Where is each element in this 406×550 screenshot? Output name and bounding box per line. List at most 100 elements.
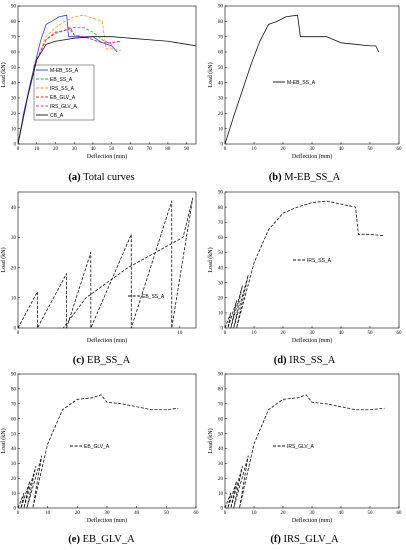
panel-b-legend-label: M-EB_SS_A	[287, 80, 316, 86]
panel-b-y-tick-label: 70	[218, 35, 224, 40]
panel-a-x-tick-label: 0	[17, 147, 20, 152]
panel-d-legend: IRS_SS_A	[293, 258, 332, 264]
panel-a-plot-frame	[17, 5, 197, 145]
panel-a-legend-label: EB_GLV_A	[50, 95, 76, 101]
panel-b-y-tick-label: 60	[218, 51, 224, 56]
panel-a-legend-label: IRS_SS_A	[50, 86, 75, 92]
panel-d-legend-label: IRS_SS_A	[307, 258, 332, 264]
panel-e-x-tick-label: 0	[17, 511, 20, 516]
panel-e-y-tick-label: 40	[11, 447, 17, 452]
panel-e-y-tick-label: 80	[11, 388, 17, 393]
panel-b-plot-frame	[224, 5, 400, 145]
panel-f-legend: IRS_GLV_A	[273, 444, 315, 450]
panel-c-x-tick-label: 10	[177, 331, 183, 336]
panel-d-x-tick-label: 60	[397, 331, 403, 336]
panel-b-x-tick-label: 10	[252, 147, 258, 152]
panel-a-legend-label: CB_A	[50, 113, 64, 119]
panel-c-y-tick-label: 10	[11, 296, 17, 301]
panel-f-x-tick-label: 20	[281, 511, 287, 516]
panel-a-y-tick-label: 50	[11, 66, 17, 71]
panel-b-y-tick-label: 90	[218, 5, 224, 10]
panel-a-chart: 0 10 20 30 40 50 60 70 80 90 0 10 20 30 40 50 60 70 80 90 De…	[0, 5, 197, 160]
panel-f-y-tick-label: 0	[221, 507, 224, 512]
panel-f-x-tick-label: 60	[397, 511, 403, 516]
panel-a-y-tick-label: 60	[11, 51, 17, 56]
panel-a-y-tick-label: 10	[11, 127, 17, 132]
panel-a-x-tick-label: 60	[128, 147, 134, 152]
panel-e-x-tick-label: 10	[45, 511, 51, 516]
panel-e-x-tick-label: 40	[134, 511, 140, 516]
panel-e-chart: 0 10 20 30 40 50 60 70 80 90 0 10 20 30 40 50 60 Deflecti…	[0, 373, 199, 524]
panel-a-x-tick-label: 90	[184, 147, 190, 152]
panel-f-y-axis-label: Load (kN)	[207, 428, 214, 453]
panel-b-x-tick-label: 0	[224, 147, 227, 152]
panel-d-y-tick-label: 70	[218, 221, 224, 226]
panel-a-series-line-irs-ss-a	[17, 14, 122, 145]
panel-a-y-tick-label: 40	[11, 81, 17, 86]
panel-d-x-tick-label: 50	[368, 331, 374, 336]
caption-d: (d) IRS_SS_A	[203, 355, 406, 366]
panel-a-y-tick-label: 90	[11, 5, 17, 10]
caption-a-text: Total curves	[83, 172, 135, 183]
panel-b-y-tick-label: 30	[218, 97, 224, 102]
caption-d-letter: (d)	[273, 355, 287, 366]
caption-f-letter: (f)	[270, 534, 281, 545]
panel-f-x-axis-label: Deflection (mm)	[292, 517, 332, 524]
panel-a-legend-label: EB_SS_A	[50, 77, 73, 83]
panel-f-y-tick-label: 50	[218, 432, 224, 437]
panel-d-y-tick-label: 80	[218, 206, 224, 211]
panel-f-x-tick-label: 10	[252, 511, 258, 516]
panel-e-y-tick-label: 60	[11, 417, 17, 422]
panel-f-x-tick-label: 40	[339, 511, 345, 516]
panel-e-y-tick-label: 90	[11, 373, 17, 378]
caption-a: (a) Total curves	[0, 172, 203, 183]
caption-c-letter: (c)	[72, 355, 85, 366]
caption-a-letter: (a)	[68, 172, 81, 183]
panel-a-x-axis-label: Deflection (mm)	[87, 153, 127, 160]
panel-e-y-tick-label: 20	[11, 477, 17, 482]
panel-f-legend-label: IRS_GLV_A	[287, 444, 315, 450]
panel-b-x-tick-label: 20	[281, 147, 287, 152]
panel-f-chart: 0 10 20 30 40 50 60 70 80 90 0 10 20 30 40 50 60 Deflecti…	[207, 373, 403, 524]
caption-e-text: EB_GLV_A	[82, 534, 135, 545]
panel-b-y-tick-label: 20	[218, 112, 224, 117]
panel-a-y-tick-label: 80	[11, 20, 17, 25]
panel-c-x-axis-label: Deflection (mm)	[87, 337, 127, 344]
panel-b-x-tick-label: 60	[397, 147, 403, 152]
panel-a-x-tick-label: 10	[34, 147, 40, 152]
panel-d-series-line-irs-ss-a	[224, 200, 385, 329]
panel-b-y-tick-label: 40	[218, 81, 224, 86]
panel-f-x-tick-label: 50	[368, 511, 374, 516]
panel-e-x-tick-label: 20	[75, 511, 81, 516]
panel-d-x-tick-label: 40	[339, 331, 345, 336]
panel-b-x-axis-label: Deflection (mm)	[292, 153, 332, 160]
panel-d-y-tick-label: 20	[218, 296, 224, 301]
panel-e-y-tick-label: 30	[11, 462, 17, 467]
panel-e-series-line-eb-glv-a	[17, 394, 179, 509]
panel-d-y-tick-label: 0	[221, 327, 224, 332]
panel-b-y-tick-label: 50	[218, 66, 224, 71]
panel-a-y-tick-label: 20	[11, 112, 17, 117]
caption-b-text: M-EB_SS_A	[284, 172, 341, 183]
caption-b-letter: (b)	[268, 172, 282, 183]
panel-e-y-tick-label: 50	[11, 432, 17, 437]
panel-f-y-tick-label: 10	[218, 492, 224, 497]
panel-d-x-tick-label: 10	[252, 331, 258, 336]
caption-e-letter: (e)	[68, 534, 80, 545]
panel-a-y-tick-label: 0	[14, 143, 17, 148]
panel-c-series-line-eb-ss-a	[17, 197, 194, 329]
panel-e-y-tick-label: 0	[14, 507, 17, 512]
panel-d-y-tick-label: 30	[218, 281, 224, 286]
caption-b: (b) M-EB_SS_A	[203, 172, 406, 183]
panel-a-series-line-m-eb-ss-a	[17, 14, 118, 145]
caption-d-text: IRS_SS_A	[289, 355, 336, 366]
panel-c-y-tick-label: 30	[11, 236, 17, 241]
caption-f-text: IRS_GLV_A	[283, 534, 339, 545]
panel-a-y-axis-label: Load (kN)	[0, 62, 7, 87]
panel-a-x-tick-label: 30	[72, 147, 78, 152]
panel-c-legend-label: EB_SS_A	[142, 294, 165, 300]
caption-e: (e) EB_GLV_A	[0, 534, 203, 545]
panel-e-legend-label: EB_GLV_A	[84, 444, 110, 450]
panel-c-x-tick-label: 0	[17, 331, 20, 336]
panel-a-x-tick-label: 40	[90, 147, 96, 152]
